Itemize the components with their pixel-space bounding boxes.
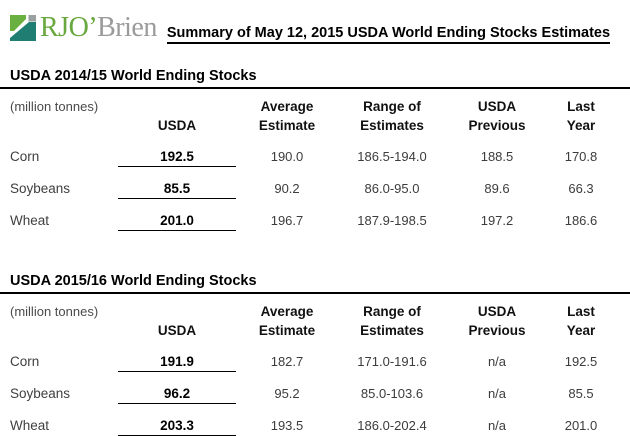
table-row-soybeans: Soybeans 85.5 90.2 86.0-95.0 89.6 66.3	[0, 170, 630, 199]
section-title: USDA 2015/16 World Ending Stocks	[10, 273, 257, 289]
usda-previous-value: 89.6	[484, 181, 510, 196]
average-estimate-value: 90.2	[274, 181, 300, 196]
row-label: Soybeans	[10, 181, 71, 196]
col-header-range-of-estimates: Range of Estimates	[360, 304, 424, 338]
range-of-estimates-value: 86.0-95.0	[364, 181, 420, 196]
range-of-estimates-value: 186.0-202.4	[357, 418, 427, 433]
average-estimate-value: 196.7	[270, 213, 304, 228]
usda-value: 201.0	[118, 202, 236, 231]
usda-value: 203.3	[118, 407, 236, 436]
section-title: USDA 2014/15 World Ending Stocks	[10, 68, 257, 84]
col-header-average-estimate: Average Estimate	[258, 99, 316, 133]
report-header: RJO’Brien Summary of May 12, 2015 USDA W…	[0, 0, 630, 56]
logo-gray-square	[28, 15, 36, 22]
col-header-average-estimate: Average Estimate	[258, 304, 316, 338]
col-header-last-year: Last Year	[566, 99, 596, 133]
last-year-value: 170.8	[564, 149, 598, 164]
average-estimate-value: 193.5	[270, 418, 304, 433]
rjobrien-logo-icon	[10, 15, 36, 41]
col-header-range-of-estimates: Range of Estimates	[360, 99, 424, 133]
section-divider	[0, 87, 630, 89]
table-row-soybeans: Soybeans 96.2 95.2 85.0-103.6 n/a 85.5	[0, 375, 630, 404]
table-row-corn: Corn 191.9 182.7 171.0-191.6 n/a 192.5	[0, 343, 630, 372]
section-divider	[0, 292, 630, 294]
last-year-value: 66.3	[568, 181, 594, 196]
col-header-usda: USDA	[157, 323, 197, 338]
table-row-corn: Corn 192.5 190.0 186.5-194.0 188.5 170.8	[0, 138, 630, 167]
wordmark-gray-text: Brien	[97, 12, 157, 43]
average-estimate-value: 182.7	[270, 354, 304, 369]
col-header-usda-previous: USDA Previous	[468, 304, 526, 338]
usda-previous-value: n/a	[487, 418, 507, 433]
usda-previous-value: 188.5	[480, 149, 514, 164]
logo-green-shape	[10, 15, 26, 31]
usda-previous-value: n/a	[487, 354, 507, 369]
last-year-value: 85.5	[568, 386, 594, 401]
range-of-estimates-value: 171.0-191.6	[357, 354, 427, 369]
column-headers: (million tonnes) USDA Average Estimate Ra…	[0, 302, 630, 340]
average-estimate-value: 190.0	[270, 149, 304, 164]
average-estimate-value: 95.2	[274, 386, 300, 401]
row-label: Wheat	[10, 213, 50, 228]
col-header-usda: USDA	[157, 118, 197, 133]
row-label: Wheat	[10, 418, 50, 433]
table-row-wheat: Wheat 203.3 193.5 186.0-202.4 n/a 201.0	[0, 407, 630, 436]
range-of-estimates-value: 85.0-103.6	[360, 386, 424, 401]
row-label: Corn	[10, 149, 40, 164]
usda-previous-value: 197.2	[480, 213, 514, 228]
document-title: Summary of May 12, 2015 USDA World Endin…	[166, 25, 611, 44]
column-headers: (million tonnes) USDA Average Estimate Ra…	[0, 97, 630, 135]
unit-label: (million tonnes)	[10, 304, 99, 319]
last-year-value: 192.5	[564, 354, 598, 369]
col-header-usda-previous: USDA Previous	[468, 99, 526, 133]
col-header-last-year: Last Year	[566, 304, 596, 338]
usda-value: 192.5	[118, 138, 236, 167]
usda-previous-value: n/a	[487, 386, 507, 401]
rjobrien-wordmark: RJO’Brien	[40, 13, 157, 43]
range-of-estimates-value: 187.9-198.5	[357, 213, 427, 228]
last-year-value: 186.6	[564, 213, 598, 228]
table-row-wheat: Wheat 201.0 196.7 187.9-198.5 197.2 186.…	[0, 202, 630, 231]
logo-teal-shape	[10, 22, 36, 41]
last-year-value: 201.0	[564, 418, 598, 433]
range-of-estimates-value: 186.5-194.0	[357, 149, 427, 164]
row-label: Soybeans	[10, 386, 71, 401]
usda-value: 85.5	[118, 170, 236, 199]
row-label: Corn	[10, 354, 40, 369]
section-2014-15: USDA 2014/15 World Ending Stocks (millio…	[0, 66, 630, 231]
usda-value: 96.2	[118, 375, 236, 404]
wordmark-green-text: RJO’	[40, 12, 98, 43]
section-2015-16: USDA 2015/16 World Ending Stocks (millio…	[0, 271, 630, 436]
unit-label: (million tonnes)	[10, 99, 99, 114]
usda-value: 191.9	[118, 343, 236, 372]
